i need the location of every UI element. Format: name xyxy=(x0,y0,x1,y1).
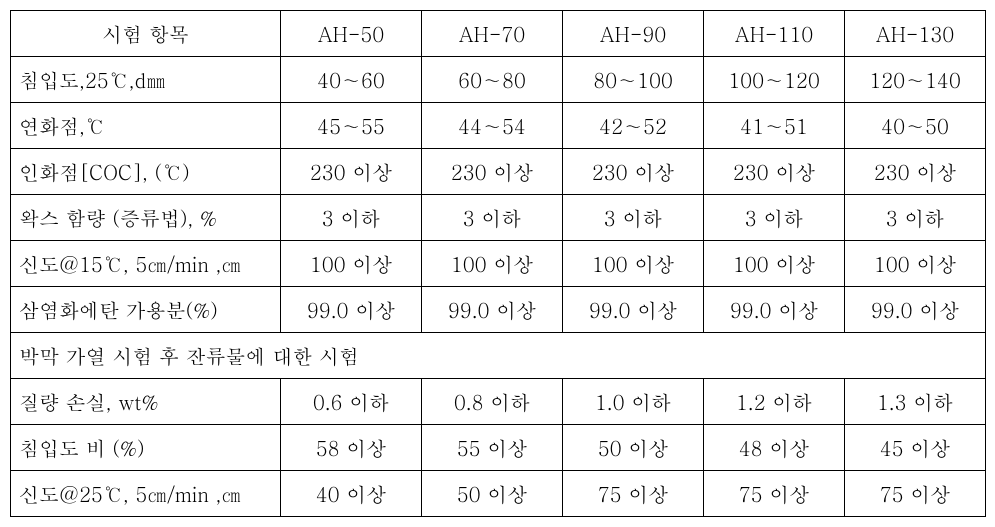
cell: 45∼55 xyxy=(281,103,422,149)
table-row: 연화점,℃ 45∼55 44∼54 42∼52 41∼51 40∼50 xyxy=(11,103,986,149)
cell: 40 이상 xyxy=(281,471,422,517)
cell: 230 이상 xyxy=(563,149,704,195)
cell: 44∼54 xyxy=(422,103,563,149)
row-label: 신도@25℃, 5㎝/min ,㎝ xyxy=(11,471,281,517)
cell: 1.0 이하 xyxy=(563,379,704,425)
specification-table: 시험 항목 AH-50 AH-70 AH-90 AH-110 AH-130 침입… xyxy=(10,10,986,517)
row-label: 신도@15℃, 5㎝/min ,㎝ xyxy=(11,241,281,287)
cell: 3 이하 xyxy=(281,195,422,241)
cell: 230 이상 xyxy=(281,149,422,195)
cell: 40∼60 xyxy=(281,57,422,103)
cell: 75 이상 xyxy=(563,471,704,517)
cell: 45 이상 xyxy=(845,425,986,471)
cell: 3 이하 xyxy=(422,195,563,241)
table-row: 삼염화에탄 가용분(%) 99.0 이상 99.0 이상 99.0 이상 99.… xyxy=(11,287,986,333)
cell: 48 이상 xyxy=(704,425,845,471)
cell: 230 이상 xyxy=(845,149,986,195)
row-label: 질량 손실, wt% xyxy=(11,379,281,425)
cell: 50 이상 xyxy=(563,425,704,471)
cell: 100∼120 xyxy=(704,57,845,103)
cell: 100 이상 xyxy=(704,241,845,287)
cell: 3 이하 xyxy=(845,195,986,241)
header-col-3: AH-110 xyxy=(704,11,845,57)
table-header: 시험 항목 AH-50 AH-70 AH-90 AH-110 AH-130 xyxy=(11,11,986,57)
cell: 50 이상 xyxy=(422,471,563,517)
cell: 100 이상 xyxy=(563,241,704,287)
cell: 120∼140 xyxy=(845,57,986,103)
table-row: 신도@25℃, 5㎝/min ,㎝ 40 이상 50 이상 75 이상 75 이… xyxy=(11,471,986,517)
header-col-1: AH-70 xyxy=(422,11,563,57)
cell: 3 이하 xyxy=(563,195,704,241)
cell: 80∼100 xyxy=(563,57,704,103)
cell: 3 이하 xyxy=(704,195,845,241)
table-body: 침입도,25℃,d㎜ 40∼60 60∼80 80∼100 100∼120 12… xyxy=(11,57,986,517)
cell: 230 이상 xyxy=(704,149,845,195)
table-header-row: 시험 항목 AH-50 AH-70 AH-90 AH-110 AH-130 xyxy=(11,11,986,57)
cell: 75 이상 xyxy=(704,471,845,517)
cell: 99.0 이상 xyxy=(845,287,986,333)
cell: 0.6 이하 xyxy=(281,379,422,425)
header-col-4: AH-130 xyxy=(845,11,986,57)
table-section-header-row: 박막 가열 시험 후 잔류물에 대한 시험 xyxy=(11,333,986,379)
cell: 100 이상 xyxy=(422,241,563,287)
cell: 99.0 이상 xyxy=(563,287,704,333)
header-label: 시험 항목 xyxy=(11,11,281,57)
cell: 230 이상 xyxy=(422,149,563,195)
section-header: 박막 가열 시험 후 잔류물에 대한 시험 xyxy=(11,333,986,379)
table-row: 침입도 비 (%) 58 이상 55 이상 50 이상 48 이상 45 이상 xyxy=(11,425,986,471)
cell: 41∼51 xyxy=(704,103,845,149)
cell: 99.0 이상 xyxy=(422,287,563,333)
cell: 100 이상 xyxy=(281,241,422,287)
cell: 99.0 이상 xyxy=(704,287,845,333)
specification-table-container: 시험 항목 AH-50 AH-70 AH-90 AH-110 AH-130 침입… xyxy=(10,10,985,517)
cell: 60∼80 xyxy=(422,57,563,103)
cell: 58 이상 xyxy=(281,425,422,471)
row-label: 왁스 함량 (증류법), % xyxy=(11,195,281,241)
row-label: 인화점[COC], (℃) xyxy=(11,149,281,195)
cell: 0.8 이하 xyxy=(422,379,563,425)
cell: 55 이상 xyxy=(422,425,563,471)
row-label: 침입도,25℃,d㎜ xyxy=(11,57,281,103)
table-row: 신도@15℃, 5㎝/min ,㎝ 100 이상 100 이상 100 이상 1… xyxy=(11,241,986,287)
row-label: 삼염화에탄 가용분(%) xyxy=(11,287,281,333)
table-row: 인화점[COC], (℃) 230 이상 230 이상 230 이상 230 이… xyxy=(11,149,986,195)
row-label: 연화점,℃ xyxy=(11,103,281,149)
header-col-0: AH-50 xyxy=(281,11,422,57)
row-label: 침입도 비 (%) xyxy=(11,425,281,471)
header-col-2: AH-90 xyxy=(563,11,704,57)
table-row: 침입도,25℃,d㎜ 40∼60 60∼80 80∼100 100∼120 12… xyxy=(11,57,986,103)
cell: 40∼50 xyxy=(845,103,986,149)
cell: 1.3 이하 xyxy=(845,379,986,425)
cell: 42∼52 xyxy=(563,103,704,149)
cell: 99.0 이상 xyxy=(281,287,422,333)
cell: 75 이상 xyxy=(845,471,986,517)
cell: 100 이상 xyxy=(845,241,986,287)
table-row: 왁스 함량 (증류법), % 3 이하 3 이하 3 이하 3 이하 3 이하 xyxy=(11,195,986,241)
table-row: 질량 손실, wt% 0.6 이하 0.8 이하 1.0 이하 1.2 이하 1… xyxy=(11,379,986,425)
cell: 1.2 이하 xyxy=(704,379,845,425)
